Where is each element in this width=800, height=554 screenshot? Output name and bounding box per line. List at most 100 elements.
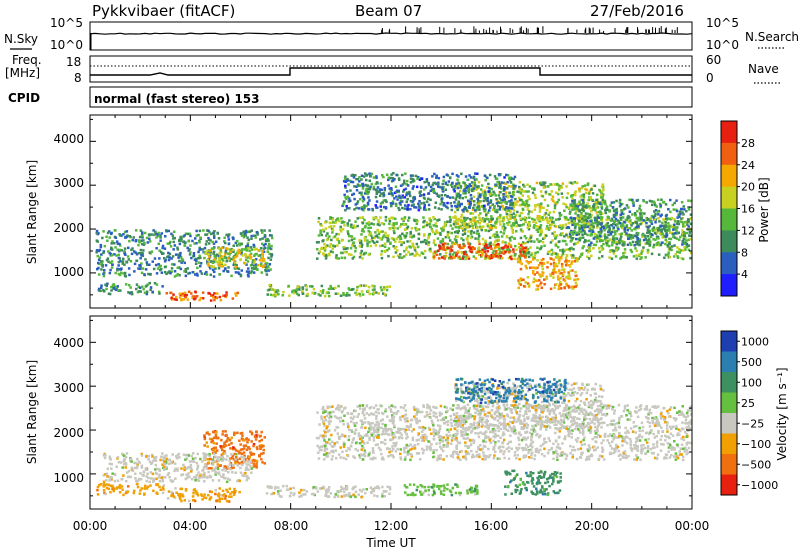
heatmap-cell xyxy=(607,225,610,228)
heatmap-cell xyxy=(342,292,345,295)
heatmap-cell xyxy=(187,240,190,243)
heatmap-cell xyxy=(351,226,355,229)
heatmap-cell xyxy=(404,187,408,191)
heatmap-cell xyxy=(217,260,221,263)
heatmap-cell xyxy=(347,197,351,200)
heatmap-cell xyxy=(173,230,176,233)
heatmap-cell xyxy=(276,289,280,293)
heatmap-cell xyxy=(511,231,515,234)
heatmap-cell xyxy=(516,200,519,203)
heatmap-cell xyxy=(244,457,247,461)
heatmap-cell xyxy=(353,197,356,201)
heatmap-cell xyxy=(493,224,496,227)
heatmap-cell xyxy=(110,266,114,269)
heatmap-cell xyxy=(652,200,656,203)
heatmap-cell xyxy=(397,206,400,210)
heatmap-cell xyxy=(405,179,409,183)
heatmap-cell xyxy=(608,256,611,259)
heatmap-cell xyxy=(367,229,370,233)
heatmap-cell xyxy=(506,187,509,190)
heatmap-cell xyxy=(510,235,513,239)
heatmap-cell xyxy=(668,255,672,259)
heatmap-cell xyxy=(225,233,228,237)
heatmap-cell xyxy=(689,217,693,220)
heatmap-cell xyxy=(474,184,477,187)
heatmap-cell xyxy=(117,485,121,489)
heatmap-cell xyxy=(408,245,411,248)
heatmap-cell xyxy=(108,462,112,465)
heatmap-cell xyxy=(205,233,209,236)
heatmap-cell xyxy=(506,174,510,177)
heatmap-cell xyxy=(651,214,654,218)
heatmap-cell xyxy=(556,245,560,249)
heatmap-cell xyxy=(370,222,373,225)
heatmap-cell xyxy=(346,222,349,225)
heatmap-cell xyxy=(597,220,600,224)
heatmap-cell xyxy=(679,220,682,223)
heatmap-cell xyxy=(358,191,361,195)
heatmap-cell xyxy=(434,232,437,236)
heatmap-cell xyxy=(561,232,564,235)
heatmap-cell xyxy=(159,458,162,462)
heatmap-cell xyxy=(518,260,521,263)
heatmap-cell xyxy=(444,251,448,255)
heatmap-cell xyxy=(565,185,568,188)
heatmap-cell xyxy=(453,210,457,214)
heatmap-cell xyxy=(589,198,593,201)
heatmap-cell xyxy=(508,220,511,224)
heatmap-cell xyxy=(417,237,421,241)
heatmap-cell xyxy=(170,296,173,300)
heatmap-cell xyxy=(540,230,544,234)
heatmap-cell xyxy=(216,262,220,265)
heatmap-cell xyxy=(245,448,249,452)
heatmap-cell xyxy=(232,263,235,267)
heatmap-cell xyxy=(669,210,672,214)
heatmap-cell xyxy=(259,238,262,241)
heatmap-cell xyxy=(95,229,99,233)
heatmap-cell xyxy=(213,298,216,302)
heatmap-cell xyxy=(114,236,118,239)
heatmap-cell xyxy=(391,216,395,220)
heatmap-cell xyxy=(141,267,145,270)
heatmap-cell xyxy=(133,270,136,273)
heatmap-cell xyxy=(481,253,484,257)
heatmap-cell xyxy=(254,265,258,268)
heatmap-cell xyxy=(241,448,245,451)
heatmap-cell xyxy=(152,267,156,271)
heatmap-cell xyxy=(212,431,215,434)
heatmap-cell xyxy=(635,254,638,257)
heatmap-cell xyxy=(585,219,589,223)
heatmap-cell xyxy=(489,205,492,208)
heatmap-cell xyxy=(266,289,270,292)
heatmap-cell xyxy=(661,232,665,236)
heatmap-cell xyxy=(148,237,151,241)
heatmap-cell xyxy=(141,242,144,246)
heatmap-cell xyxy=(188,253,192,256)
heatmap-cell xyxy=(621,216,625,219)
heatmap-cell xyxy=(130,291,133,294)
heatmap-cell xyxy=(456,244,460,247)
heatmap-cell xyxy=(211,261,215,265)
heatmap-cell xyxy=(563,249,566,253)
heatmap-cell xyxy=(669,237,673,241)
heatmap-cell xyxy=(107,230,111,233)
heatmap-cell xyxy=(205,432,208,435)
heatmap-cell xyxy=(153,282,157,285)
heatmap-cell xyxy=(205,240,208,243)
heatmap-cell xyxy=(461,219,464,222)
heatmap-cell xyxy=(549,274,552,278)
heatmap-cell xyxy=(360,191,363,194)
heatmap-cell xyxy=(174,467,177,471)
heatmap-cell xyxy=(491,193,494,197)
heatmap-cell xyxy=(619,237,622,241)
heatmap-cell xyxy=(438,247,442,250)
heatmap-cell xyxy=(653,217,657,221)
heatmap-cell xyxy=(240,431,244,435)
heatmap-cell xyxy=(635,217,639,220)
heatmap-cell xyxy=(125,452,129,455)
heatmap-cell xyxy=(511,203,514,207)
heatmap-cell xyxy=(667,222,670,225)
heatmap-cell xyxy=(226,455,229,458)
heatmap-cell xyxy=(221,433,224,436)
heatmap-cell xyxy=(221,430,225,433)
